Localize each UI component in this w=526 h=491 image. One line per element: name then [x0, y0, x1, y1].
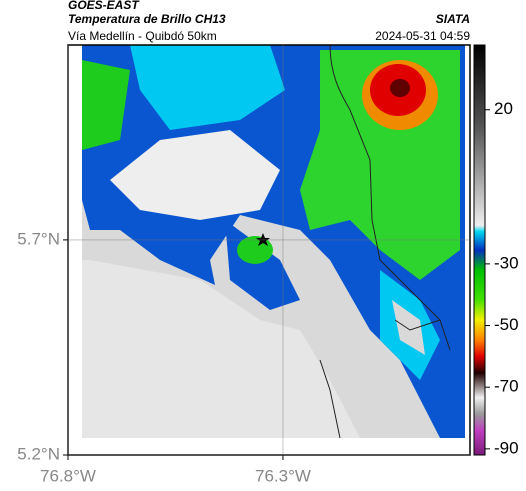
title: Temperatura de Brillo CH13	[68, 12, 226, 26]
y-tick-label: 5.7°N	[17, 229, 60, 248]
colorbar	[473, 44, 486, 456]
datetime: 2024-05-31 04:59	[375, 29, 470, 43]
x-tick-label: 76.3°W	[255, 466, 311, 485]
source: SIATA	[436, 12, 470, 26]
colorbar-tick-label: -30	[494, 253, 519, 272]
colorbar-tick-label: -50	[494, 315, 519, 334]
location-marker	[256, 233, 270, 246]
satellite-name: GOES-EAST	[68, 0, 140, 12]
satellite-image	[82, 45, 465, 438]
y-tick-label: 5.2°N	[17, 444, 60, 463]
x-tick-label: 76.8°W	[40, 466, 96, 485]
colorbar-tick-label: 20	[494, 99, 513, 118]
colorbar-tick-label: -90	[494, 438, 519, 457]
colorbar-tick-label: -70	[494, 377, 519, 396]
route: Vía Medellín - Quibdó 50km	[68, 29, 217, 43]
